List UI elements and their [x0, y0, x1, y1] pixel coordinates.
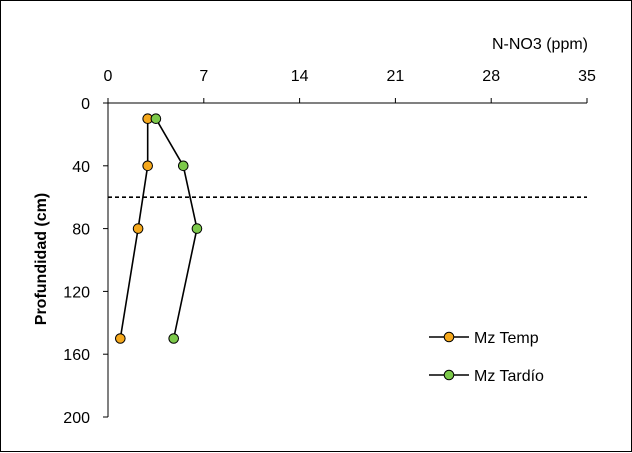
legend-label: Mz Temp — [474, 330, 539, 347]
x-tick-label: 21 — [387, 68, 405, 85]
data-point — [150, 113, 162, 124]
y-tick-label: 120 — [63, 284, 90, 301]
y-tick-label: 160 — [63, 347, 90, 364]
y-tick-label: 0 — [81, 96, 90, 113]
y-tick-label: 200 — [63, 410, 90, 427]
x-tick-label: 7 — [199, 68, 208, 85]
legend-marker — [443, 331, 455, 343]
legend-label: Mz Tardío — [474, 368, 544, 385]
x-tick-label: 0 — [104, 68, 113, 85]
x-tick-label: 35 — [578, 68, 596, 85]
x-tick-label: 28 — [482, 68, 500, 85]
series-line — [119, 118, 149, 339]
data-point — [168, 333, 179, 344]
y-tick-label: 40 — [72, 159, 90, 176]
data-point — [177, 160, 189, 172]
y-tick-label: 80 — [72, 222, 90, 239]
data-point — [132, 223, 144, 234]
series-line — [155, 118, 198, 339]
x-tick-label: 14 — [291, 68, 309, 85]
data-point — [142, 160, 153, 172]
data-point — [115, 333, 126, 344]
x-axis-title: N-NO3 (ppm) — [492, 36, 588, 53]
legend-marker — [443, 369, 455, 381]
data-point — [191, 223, 203, 234]
legend: Mz Temp Mz Tardío — [429, 330, 544, 385]
y-axis-title: Profundidad (cm) — [33, 193, 50, 325]
